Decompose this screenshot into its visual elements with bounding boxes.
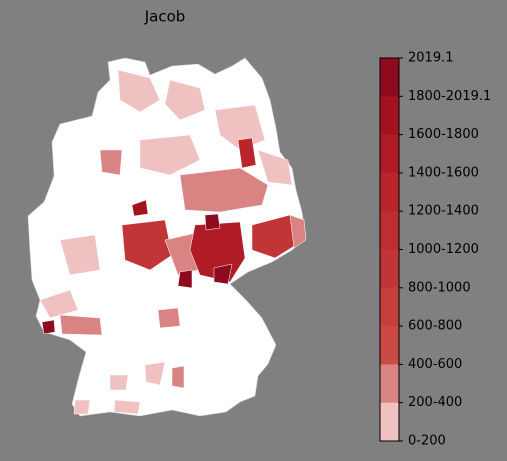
legend-swatch bbox=[380, 249, 399, 289]
legend-swatch bbox=[380, 58, 399, 97]
colorbar-label: 1400-1600 bbox=[408, 165, 479, 180]
colorbar-label: 1800-2019.1 bbox=[408, 89, 491, 104]
colorbar-label: 1000-1200 bbox=[408, 242, 479, 257]
legend-swatch bbox=[380, 211, 399, 250]
colorbar-label: 200-400 bbox=[408, 395, 462, 410]
colorbar-label: 1600-1800 bbox=[408, 127, 479, 142]
legend-swatch bbox=[380, 402, 399, 442]
legend-swatch bbox=[380, 326, 399, 365]
colorbar: 2019.1 1800-2019.1 1600-1800 1400-1600 1200-… bbox=[379, 51, 491, 449]
district-shading bbox=[39, 69, 307, 415]
colorbar-label: 600-800 bbox=[408, 319, 462, 334]
colorbar-label: 1200-1400 bbox=[408, 204, 479, 219]
colorbar-label: 2019.1 bbox=[408, 51, 454, 66]
colorbar-label: 800-1000 bbox=[408, 280, 471, 295]
legend-swatch bbox=[380, 172, 399, 212]
colorbar-label: 400-600 bbox=[408, 357, 462, 372]
legend-swatch bbox=[380, 287, 399, 327]
legend-swatch bbox=[380, 364, 399, 403]
colorbar-label: 0-200 bbox=[408, 434, 446, 449]
legend-swatch bbox=[380, 96, 399, 135]
legend-swatch bbox=[380, 134, 399, 174]
map-title: Jacob bbox=[144, 8, 186, 26]
